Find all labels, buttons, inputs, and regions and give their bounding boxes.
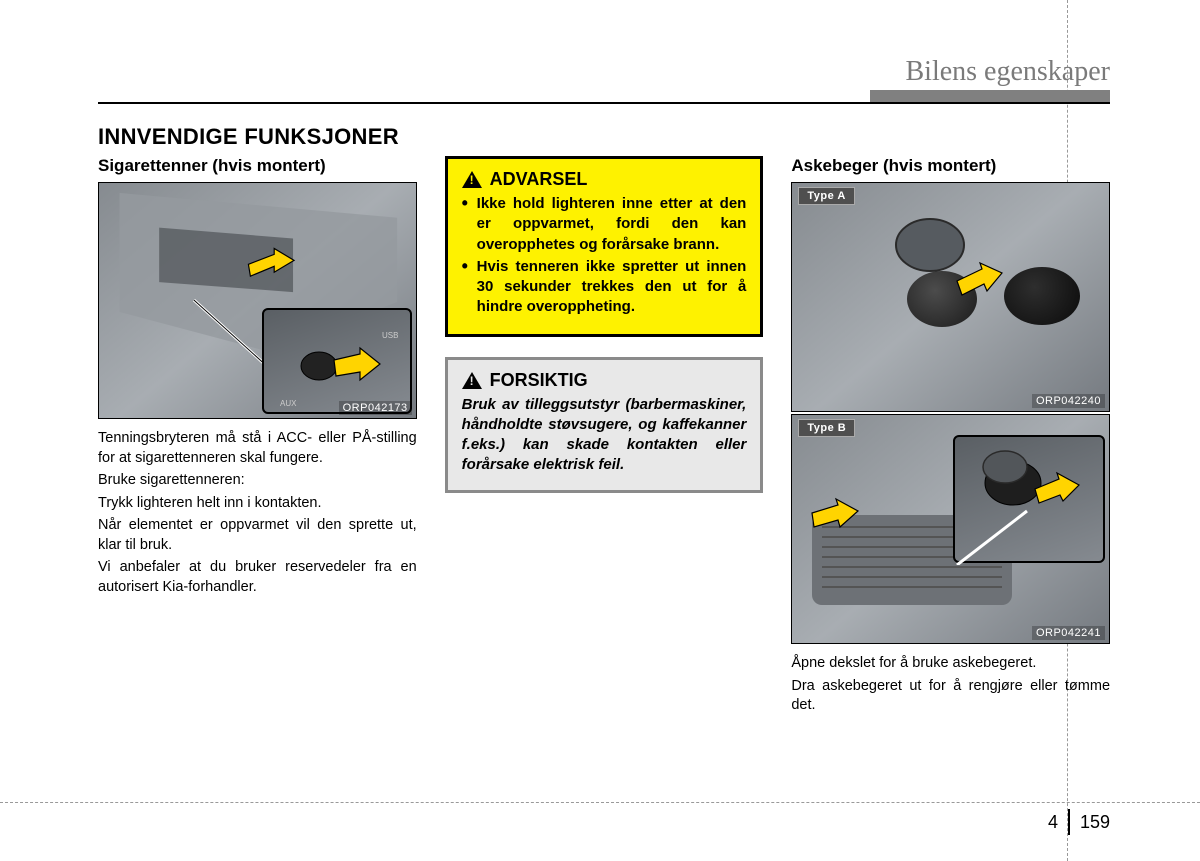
chapter-number: 4 — [1048, 812, 1058, 833]
page-footer: 4 159 — [1048, 809, 1110, 835]
lighter-inset: USB AUX — [262, 308, 412, 414]
chapter-title: Bilens egenskaper — [98, 56, 1110, 88]
ashtray-figure-a: Type A ORP042240 — [791, 182, 1110, 412]
caution-header: FORSIKTIG — [462, 370, 747, 391]
page-container: Bilens egenskaper INNVENDIGE FUNKSJONER … — [0, 0, 1200, 861]
page-number: 159 — [1080, 812, 1110, 833]
warning-list: Ikke hold lighteren inne etter at den er… — [462, 194, 747, 318]
warning-header: ADVARSEL — [462, 169, 747, 190]
lighter-p2: Bruke sigarettenneren: — [98, 471, 417, 491]
ashtray-a-illustration — [792, 183, 1109, 411]
ashtray-b-detail — [955, 437, 1107, 565]
lighter-p3: Trykk lighteren helt inn i kontakten. — [98, 494, 417, 514]
caution-text: Bruk av tilleggsutstyr (barbermaskiner, … — [462, 395, 747, 476]
right-column: Askebeger (hvis montert) Type A ORP04224… — [791, 156, 1110, 719]
warning-triangle-icon — [462, 171, 482, 188]
footer-separator — [1068, 809, 1070, 835]
warning-box: ADVARSEL Ikke hold lighteren inne etter … — [445, 156, 764, 337]
ashtray-b-code: ORP042241 — [1032, 626, 1105, 640]
warning-item-1: Ikke hold lighteren inne etter at den er… — [462, 194, 747, 255]
lighter-figure: USB AUX ORP042173 — [98, 182, 417, 419]
center-column: ADVARSEL Ikke hold lighteren inne etter … — [445, 156, 764, 719]
content-columns: Sigarettenner (hvis montert) USB — [98, 156, 1110, 719]
lighter-subtitle: Sigarettenner (hvis montert) — [98, 156, 417, 176]
lighter-p5: Vi anbefaler at du bruker reservedeler f… — [98, 558, 417, 597]
ashtray-text: Åpne dekslet for å bruke askebegeret. Dr… — [791, 654, 1110, 716]
ashtray-p1: Åpne dekslet for å bruke askebegeret. — [791, 654, 1110, 674]
ashtray-a-code: ORP042240 — [1032, 394, 1105, 408]
lighter-figure-code: ORP042173 — [339, 401, 412, 415]
caution-box: FORSIKTIG Bruk av tilleggsutstyr (barber… — [445, 357, 764, 493]
ashtray-subtitle: Askebeger (hvis montert) — [791, 156, 1110, 176]
lighter-p4: Når elementet er oppvarmet vil den spret… — [98, 516, 417, 555]
ashtray-p2: Dra askebegeret ut for å rengjøre eller … — [791, 677, 1110, 716]
lighter-text: Tenningsbryteren må stå i ACC- eller PÅ-… — [98, 429, 417, 598]
ashtray-b-inset — [953, 435, 1105, 563]
header-rule — [98, 102, 1110, 104]
ashtray-figure-b: Type B — [791, 414, 1110, 644]
left-column: Sigarettenner (hvis montert) USB — [98, 156, 417, 719]
caution-label: FORSIKTIG — [490, 370, 588, 391]
lighter-p1: Tenningsbryteren må stå i ACC- eller PÅ-… — [98, 429, 417, 468]
warning-item-2: Hvis tenneren ikke spretter ut innen 30 … — [462, 257, 747, 318]
svg-text:USB: USB — [382, 331, 398, 340]
caution-triangle-icon — [462, 372, 482, 389]
section-heading: INNVENDIGE FUNKSJONER — [98, 124, 1110, 150]
page-header: Bilens egenskaper — [98, 56, 1110, 104]
warning-label: ADVARSEL — [490, 169, 588, 190]
svg-text:AUX: AUX — [280, 399, 297, 408]
